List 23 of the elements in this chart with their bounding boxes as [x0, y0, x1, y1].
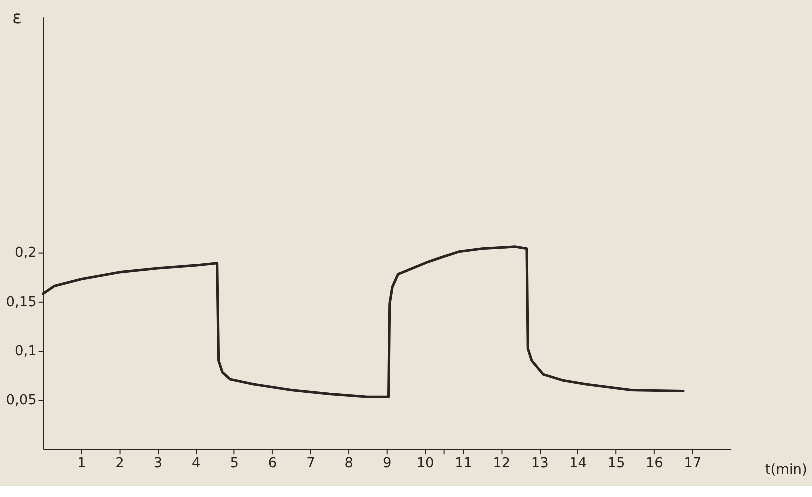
x-tick-label: 5 [230, 455, 239, 472]
x-tick-label: 17 [684, 455, 702, 472]
x-tick-label: 7 [306, 455, 316, 472]
x-tick-label: 8 [344, 455, 354, 472]
x-axis-title: t(min) [765, 462, 808, 478]
x-tick-label: 6 [268, 455, 278, 472]
y-tick-label: 0,1 [14, 343, 37, 360]
x-tick-label: 4 [192, 455, 201, 472]
x-tick-label: 13 [531, 455, 549, 472]
y-tick-label: 0,2 [14, 245, 37, 262]
x-tick-label: 14 [570, 455, 588, 472]
x-tick-label: 11 [454, 455, 472, 472]
y-axis-title: ε [12, 8, 22, 29]
x-tick-label: 9 [382, 455, 392, 472]
x-tick-label: 15 [608, 455, 626, 472]
x-tick-label: 2 [116, 455, 124, 472]
x-tick-label: 12 [493, 455, 511, 472]
x-tick-label: 3 [154, 455, 163, 472]
y-tick-label: 0,15 [6, 294, 37, 310]
x-tick-label: 10 [416, 455, 434, 472]
y-tick-label: 0,05 [6, 392, 37, 409]
x-tick-label: 1 [78, 455, 86, 472]
x-tick-label: 16 [646, 455, 664, 472]
